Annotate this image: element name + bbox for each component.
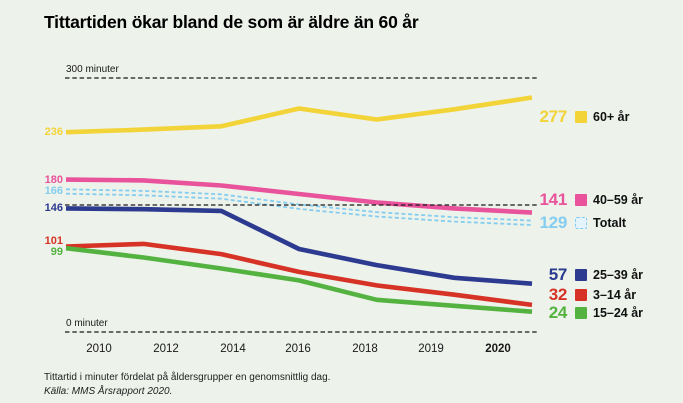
chart-title: Tittartiden ökar bland de som är äldre ä…	[44, 12, 419, 32]
series-start-value: 236	[44, 126, 63, 139]
gridline-label: 0 minuter	[66, 318, 108, 329]
legend-swatch	[575, 307, 587, 319]
series-start-value: 99	[50, 246, 63, 259]
legend-swatch	[575, 217, 587, 229]
series-start-value: 180	[44, 173, 63, 186]
legend-label: 40–59 år	[593, 193, 644, 207]
series-line-2-1	[65, 192, 533, 226]
series-line-0	[65, 95, 533, 135]
x-axis-label: 2020	[485, 343, 511, 355]
legend-end-value: 277	[539, 107, 568, 126]
legend-end-value: 129	[539, 213, 568, 232]
chart-source: Källa: MMS Årsrapport 2020.	[44, 386, 173, 397]
legend-swatch	[575, 194, 587, 206]
series-start-value: 166	[44, 185, 63, 198]
legend-label: 3–14 år	[593, 288, 637, 302]
series-start-value: 146	[44, 202, 63, 215]
x-axis-label: 2016	[285, 343, 311, 355]
series-line-1	[65, 177, 533, 215]
series-line-3	[65, 206, 533, 286]
x-axis-label: 2014	[220, 343, 246, 355]
legend-label: 60+ år	[593, 110, 630, 124]
series-start-value: 101	[44, 235, 63, 248]
x-axis-label: 2019	[418, 343, 444, 355]
gridline-label: 300 minuter	[66, 64, 119, 75]
legend-swatch	[575, 289, 587, 301]
legend-end-value: 24	[548, 303, 568, 322]
series-line-4	[65, 241, 533, 308]
legend-swatch	[575, 269, 587, 281]
legend-label: 15–24 år	[593, 306, 644, 320]
legend-end-value: 32	[548, 285, 568, 304]
legend-end-value: 141	[539, 190, 568, 209]
x-axis-label: 2010	[86, 343, 112, 355]
legend-label: Totalt	[593, 216, 627, 230]
legend-end-value: 57	[548, 265, 568, 284]
x-axis-label: 2018	[352, 343, 378, 355]
series-line-5	[65, 245, 533, 314]
legend-label: 25–39 år	[593, 268, 644, 282]
chart-caption: Tittartid i minuter fördelat på åldersgr…	[44, 372, 331, 383]
x-axis-label: 2012	[153, 343, 179, 355]
legend-swatch	[575, 111, 587, 123]
